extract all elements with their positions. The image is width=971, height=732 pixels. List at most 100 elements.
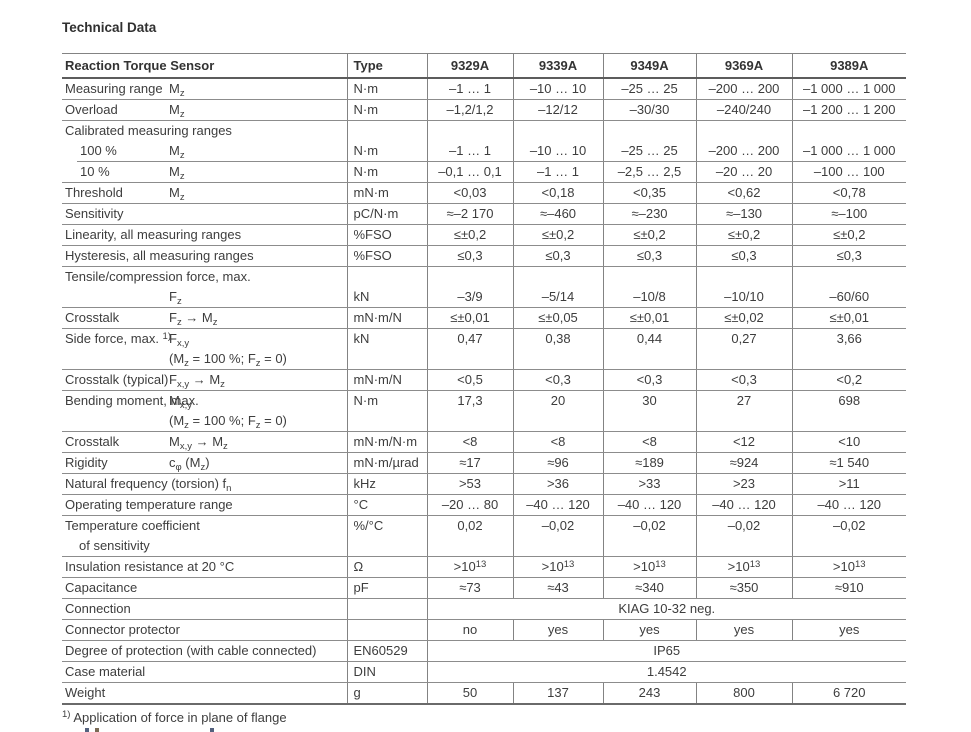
value-cell: 50 — [427, 682, 514, 705]
value-cell: ≈–460 — [513, 203, 604, 225]
value-cell: ≤±0,02 — [696, 307, 793, 329]
param-cell: Sensitivity — [62, 203, 348, 225]
param-label: Crosstalk (typical) — [65, 372, 169, 387]
value-cell: 243 — [603, 682, 697, 705]
unit-cell — [347, 266, 428, 287]
param-label: Linearity, all measuring ranges — [65, 227, 242, 242]
param-cell: Hysteresis, all measuring ranges — [62, 245, 348, 267]
param-cell: Temperature coefficient of sensitivity — [62, 515, 348, 557]
value-cell: –1,2/1,2 — [427, 99, 514, 121]
value-cell: ≤±0,01 — [792, 307, 906, 329]
value-cell: –1 … 1 — [513, 161, 604, 183]
value-cell: –12/12 — [513, 99, 604, 121]
param-symbol: Mx,y → Mz — [169, 434, 228, 452]
value-cell: ≤0,3 — [696, 245, 793, 267]
unit-cell: N·m — [347, 78, 428, 100]
param-symbol: Mz — [169, 163, 185, 182]
header-row: Reaction Torque Sensor Type 9329A 9339A … — [62, 53, 906, 79]
value-cell: >53 — [427, 473, 514, 495]
header-model: 9369A — [696, 53, 793, 79]
unit-cell: pF — [347, 577, 428, 599]
table-body: Measuring range Mz N·m –1 … 1 –10 … 10 –25 … … — [62, 78, 906, 705]
param-cell: 100 % Mz — [62, 141, 348, 162]
value-cell: –1 000 … 1 000 — [792, 78, 906, 100]
value-cell: ≈17 — [427, 452, 514, 474]
header-param: Reaction Torque Sensor — [62, 53, 348, 79]
value-cell: ≈–130 — [696, 203, 793, 225]
param-label: Bending moment, max. — [65, 393, 199, 408]
table-row: 100 % Mz N·m –1 … 1 –10 … 10 –25 … 25 –200 … 2… — [62, 141, 906, 162]
table-row: Crosstalk Mx,y → Mz mN·m/N·m <8 <8 <8 <12 <10 — [62, 431, 906, 453]
param-cell: Overload Mz — [62, 99, 348, 121]
param-cell: Linearity, all measuring ranges — [62, 224, 348, 246]
value-cell: ≤0,3 — [513, 245, 604, 267]
unit-cell — [347, 120, 428, 141]
value-cell: >1013 — [603, 556, 697, 578]
table-row: Temperature coefficient of sensitivity %/°… — [62, 515, 906, 557]
param-label: Rigidity — [65, 455, 108, 470]
param-label: Capacitance — [65, 580, 138, 595]
value-cell: –100 … 100 — [792, 161, 906, 183]
param-cell: Calibrated measuring ranges — [62, 120, 348, 141]
value-cell: –30/30 — [603, 99, 697, 121]
value-cell: –20 … 80 — [427, 494, 514, 516]
header-model: 9389A — [792, 53, 906, 79]
table-row: Capacitance pF ≈73 ≈43 ≈340 ≈350 ≈910 — [62, 577, 906, 599]
value-cell: <0,3 — [696, 369, 793, 391]
unit-cell: °C — [347, 494, 428, 516]
param-label: Temperature coefficient — [65, 518, 200, 533]
param-cell: Threshold Mz — [62, 182, 348, 204]
param-cell: Capacitance — [62, 577, 348, 599]
value-cell: –0,1 … 0,1 — [427, 161, 514, 183]
value-cell: >23 — [696, 473, 793, 495]
param-label: 100 % — [80, 143, 117, 158]
param-cell: Connector protector — [62, 619, 348, 641]
table-row: Threshold Mz mN·m <0,03 <0,18 <0,35 <0,62 <0,78 — [62, 182, 906, 204]
value-cell: ≈43 — [513, 577, 604, 599]
value-cell: <0,5 — [427, 369, 514, 391]
table-row: Fz kN –3/9 –5/14 –10/8 –10/10 –60/60 — [62, 287, 906, 308]
value-cell-span: KIAG 10-32 neg. — [427, 598, 906, 620]
value-cell: ≈–230 — [603, 203, 697, 225]
param-label: Insulation resistance at 20 °C — [65, 559, 235, 574]
value-cell: no — [427, 619, 514, 641]
value-cell: yes — [696, 619, 793, 641]
param-label: Crosstalk — [65, 310, 120, 325]
value-cell: ≤0,3 — [603, 245, 697, 267]
param-cell: Crosstalk (typical) Fx,y → Mz — [62, 369, 348, 391]
footnote-text: Application of force in plane of flange — [73, 710, 287, 725]
value-cell: ≤±0,2 — [513, 224, 604, 246]
param-label: Measuring range — [65, 81, 163, 96]
param-cell: Bending moment, max. Mx,y (Mz = 100 %; Fz … — [62, 390, 348, 432]
table-row: Crosstalk Fz → Mz mN·m/N ≤±0,01 ≤±0,05 ≤±0,01… — [62, 307, 906, 329]
param-symbol: Mz — [169, 185, 185, 203]
value-cell: yes — [513, 619, 604, 641]
param-symbol-line2: (Mz = 100 %; Fz = 0) — [169, 413, 287, 431]
value-cell: <8 — [427, 431, 514, 453]
value-cell: >1013 — [427, 556, 514, 578]
table-row: Crosstalk (typical) Fx,y → Mz mN·m/N <0,5 <0… — [62, 369, 906, 391]
value-cell: ≈340 — [603, 577, 697, 599]
value-cell: <0,35 — [603, 182, 697, 204]
param-cell: Case material — [62, 661, 348, 683]
value-cell: –0,02 — [513, 515, 604, 557]
value-cell: –10 … 10 — [513, 141, 604, 162]
param-label: Connection — [65, 601, 131, 616]
param-cell: Tensile/compression force, max. — [62, 266, 348, 287]
param-label: Case material — [65, 664, 146, 679]
value-cell: –40 … 120 — [696, 494, 793, 516]
value-cell: >1013 — [513, 556, 604, 578]
value-cell — [792, 121, 906, 142]
value-cell — [696, 120, 793, 141]
value-cell: ≈350 — [696, 577, 793, 599]
unit-cell: %/°C — [347, 515, 428, 557]
value-cell: –1 … 1 — [427, 141, 514, 162]
param-cell: Weight — [62, 682, 348, 705]
value-cell: 6 720 — [792, 682, 906, 705]
value-cell: >33 — [603, 473, 697, 495]
param-cell: Degree of protection (with cable connect… — [62, 640, 348, 662]
param-cell: Connection — [62, 598, 348, 620]
unit-cell: EN60529 — [347, 640, 428, 662]
value-cell: –200 … 200 — [696, 141, 793, 162]
table-row: Degree of protection (with cable connect… — [62, 640, 906, 662]
